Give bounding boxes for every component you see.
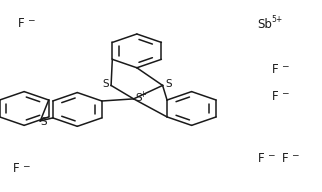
Text: S: S — [165, 79, 172, 89]
Text: +: + — [139, 90, 146, 98]
Text: S: S — [102, 79, 109, 89]
Text: F: F — [18, 17, 24, 30]
Text: −: − — [281, 61, 289, 70]
Text: −: − — [281, 88, 289, 97]
Text: 5+: 5+ — [271, 15, 282, 24]
Text: −: − — [267, 151, 274, 159]
Text: F: F — [258, 152, 264, 165]
Text: F: F — [282, 152, 289, 165]
Text: Sb: Sb — [258, 17, 272, 31]
Text: F: F — [13, 162, 20, 175]
Text: −: − — [22, 161, 29, 170]
Text: −: − — [27, 15, 34, 24]
Text: S: S — [135, 93, 142, 103]
Text: F: F — [272, 89, 279, 103]
Text: S: S — [40, 117, 47, 127]
Text: −: − — [291, 151, 298, 159]
Text: F: F — [272, 63, 279, 76]
